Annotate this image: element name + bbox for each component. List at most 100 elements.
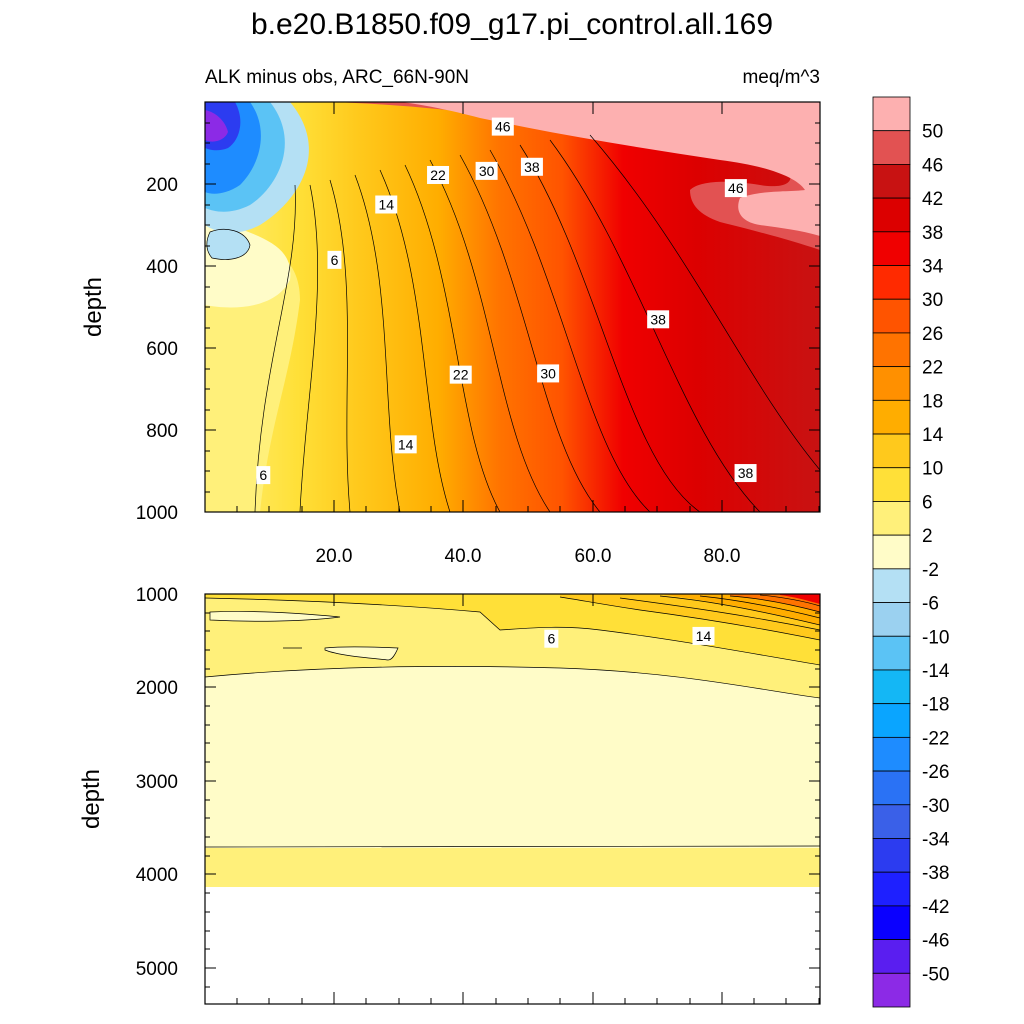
upper-contour-label-text: 6 (259, 467, 267, 483)
lower-band-22 (730, 594, 820, 612)
upper-contour-label: 6 (256, 466, 271, 485)
upper-x-tick-label: 40.0 (445, 546, 482, 567)
upper-contour-label-box (520, 157, 543, 176)
upper-y-tick-label: 600 (146, 339, 178, 360)
upper-contour-label-text: 14 (398, 436, 414, 452)
colorbar-label: 30 (922, 290, 943, 311)
lower-contour-label: 6 (544, 629, 559, 648)
upper-panel: 200 400 600 800 1000 20.0 40.0 60.0 80.0… (80, 101, 821, 567)
upper-contour-label-box (647, 310, 670, 329)
colorbar-swatch (872, 265, 911, 300)
colorbar-label: -26 (922, 762, 949, 783)
colorbar-label: -22 (922, 728, 949, 749)
upper-contour-label-text: 30 (479, 163, 495, 179)
colorbar-swatch (872, 736, 911, 772)
lower-y-ticks (205, 612, 820, 988)
upper-contour-label: 46 (491, 117, 514, 136)
lower-y-tick-label: 2000 (136, 678, 178, 699)
upper-contour-label-text: 38 (650, 311, 666, 327)
upper-contour-label: 30 (475, 161, 498, 180)
upper-y-tick-label: 200 (146, 175, 178, 196)
colorbar-label: -46 (922, 931, 949, 952)
upper-x-ticks (236, 102, 820, 512)
upper-contour-label-text: 14 (378, 197, 394, 213)
upper-blob-neg50 (205, 110, 228, 142)
upper-contour-lines (254, 134, 820, 512)
lower-x-ticks (236, 594, 820, 1004)
lower-y-tick-labels: 1000 2000 3000 4000 5000 (136, 585, 178, 980)
lower-y-tick-label: 1000 (136, 585, 178, 606)
colorbar-swatch (872, 669, 911, 705)
upper-band-50 (400, 102, 820, 236)
lower-contour-lines (205, 594, 820, 848)
colorbar-swatch (872, 467, 911, 502)
upper-contour-label-text: 38 (738, 465, 754, 481)
colorbar-swatch (872, 534, 911, 570)
chart-subtitle-left: ALK minus obs, ARC_66N-90N (205, 67, 469, 88)
colorbar-swatch (872, 130, 911, 165)
colorbar-swatch (872, 905, 911, 940)
colorbar: 50 46 42 38 34 30 26 22 18 14 10 6 2 -2 -6 -10 -14 -18 -22… (872, 96, 950, 1008)
upper-y-axis-title: depth (80, 277, 107, 337)
upper-x-tick-label: 80.0 (704, 546, 741, 567)
upper-contour-label-box (327, 250, 342, 269)
colorbar-swatch (872, 96, 911, 132)
colorbar-label: 42 (922, 189, 943, 210)
lower-contour-label-box (692, 626, 715, 645)
colorbar-swatch (872, 399, 911, 435)
colorbar-label: -30 (922, 796, 949, 817)
lower-band-neg2 (205, 666, 820, 848)
colorbar-swatch (872, 635, 911, 671)
lower-frame (204, 593, 821, 1005)
upper-contour-labels: 46 22 30 38 46 14 6 38 22 30 14 6 38 (256, 117, 757, 485)
lower-contour-label-text: 14 (696, 628, 712, 644)
upper-contour-label-box (724, 179, 747, 198)
lower-contour-label-box (544, 629, 559, 648)
lower-blob-neg2 (209, 611, 341, 622)
upper-field-base (205, 102, 820, 512)
upper-contour-label-box (537, 364, 560, 383)
upper-x-tick-label: 60.0 (575, 546, 612, 567)
upper-y-tick-labels: 200 400 600 800 1000 (136, 175, 178, 524)
lower-contour-field (205, 594, 820, 1004)
upper-x-tick-labels: 20.0 40.0 60.0 80.0 (316, 546, 741, 567)
lower-y-tick-label: 5000 (136, 959, 178, 980)
lower-blob-neg2b (324, 646, 399, 661)
upper-contour-label: 38 (734, 464, 757, 483)
colorbar-label: -10 (922, 627, 949, 648)
colorbar-swatch (872, 332, 911, 368)
lower-contour-label-text: 6 (547, 631, 555, 647)
colorbar-label: 14 (922, 425, 944, 446)
lower-band-34 (780, 594, 820, 604)
upper-contour-label: 14 (375, 195, 398, 214)
colorbar-swatch (872, 972, 911, 1008)
upper-contour-label-box (491, 117, 514, 136)
colorbar-swatch (872, 568, 911, 603)
upper-contour-label: 14 (394, 435, 417, 454)
lower-panel: 1000 2000 3000 4000 5000 depth 6 14 (78, 585, 821, 1005)
colorbar-label: 6 (922, 492, 933, 513)
colorbar-label: -42 (922, 897, 949, 918)
upper-contour-label-box (734, 464, 757, 483)
upper-contour-label: 38 (520, 157, 543, 176)
upper-contour-label-text: 38 (524, 159, 540, 175)
colorbar-label: 2 (922, 526, 933, 547)
colorbar-swatch (872, 433, 911, 469)
colorbar-label: 34 (922, 257, 944, 278)
colorbar-label: -34 (922, 829, 950, 850)
colorbar-label: 22 (922, 358, 943, 379)
upper-contour-label-box (256, 466, 271, 485)
upper-y-tick-label: 400 (146, 257, 178, 278)
lower-y-tick-label: 4000 (136, 865, 178, 886)
colorbar-label: 18 (922, 391, 943, 412)
colorbar-swatch (872, 164, 911, 199)
colorbar-label: -14 (922, 661, 950, 682)
colorbar-swatch (872, 197, 911, 233)
upper-contour-label-box (449, 365, 472, 384)
upper-y-tick-label: 1000 (136, 503, 178, 524)
upper-contour-label: 22 (449, 365, 472, 384)
upper-contour-label-text: 30 (540, 365, 556, 381)
upper-contour-label: 6 (327, 250, 342, 269)
chart-title: b.e20.B1850.f09_g17.pi_control.all.169 (251, 8, 773, 41)
colorbar-swatch (872, 501, 911, 536)
